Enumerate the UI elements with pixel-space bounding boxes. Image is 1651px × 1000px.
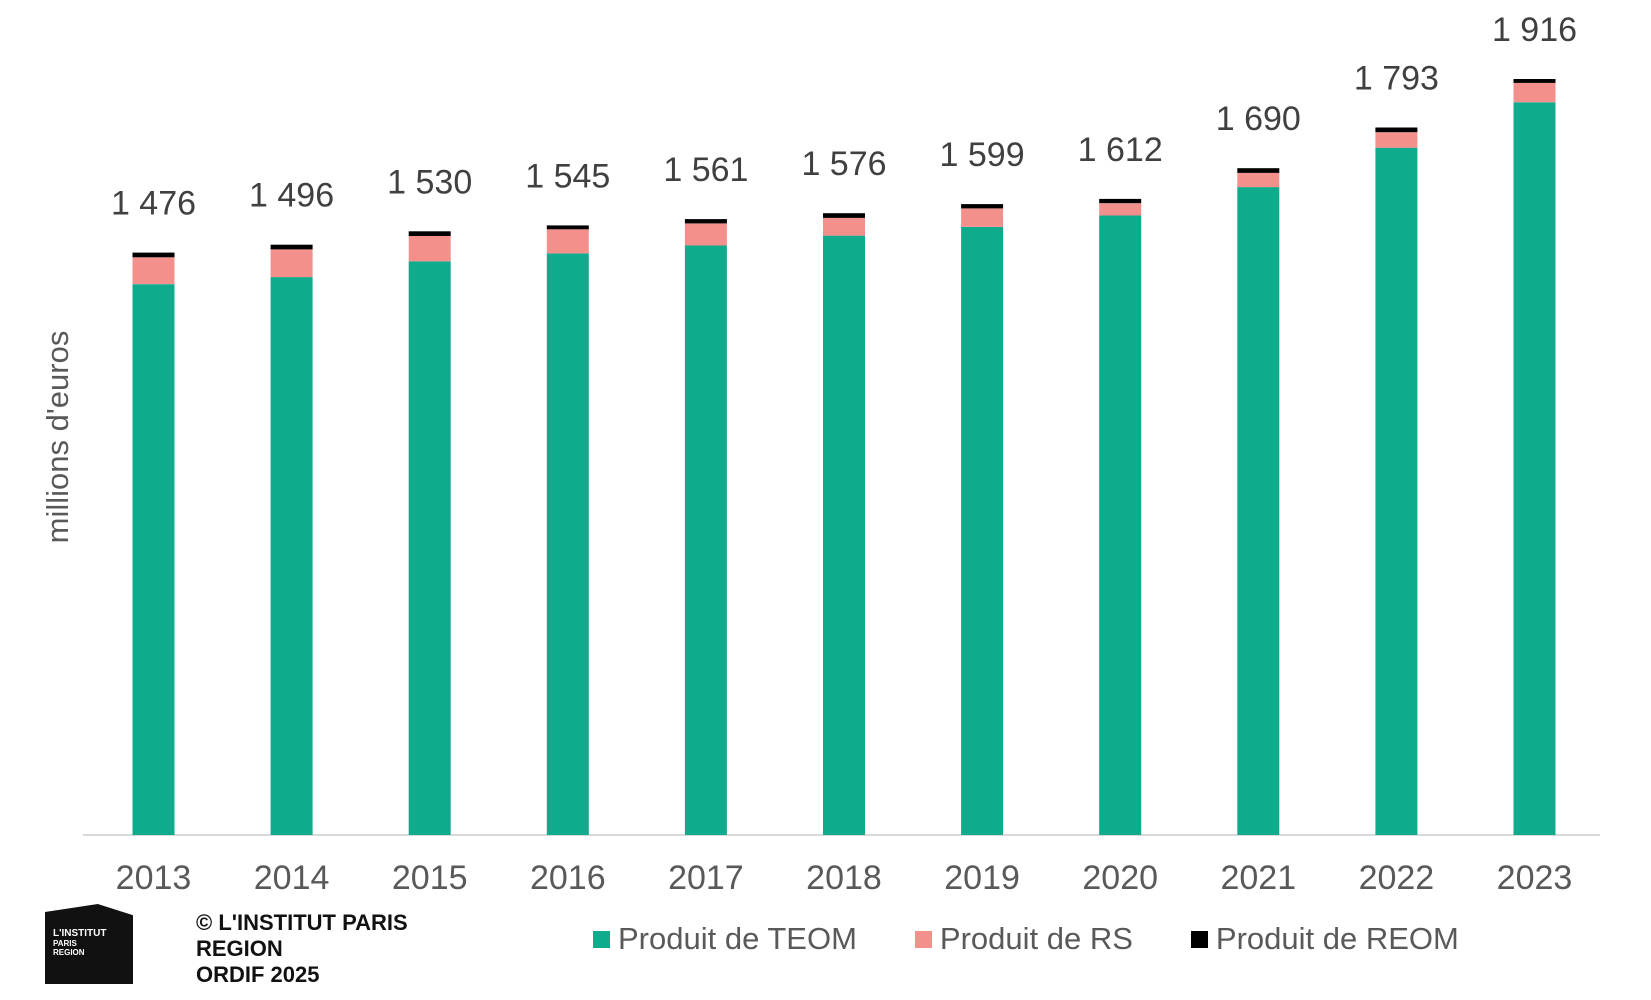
institut-logo: L'INSTITUT PARIS REGION [45, 904, 133, 984]
bar-produit-de-reom-2020 [1099, 198, 1142, 204]
credits: © L'INSTITUT PARIS REGION ORDIF 2025 [196, 910, 456, 988]
x-tick-label-2017: 2017 [668, 859, 744, 897]
legend-swatch-teom [593, 930, 610, 948]
legend-label-rs: Produit de RS [939, 921, 1133, 956]
legend-label-reom: Produit de REOM [1215, 921, 1459, 956]
x-tick-label-2014: 2014 [254, 859, 330, 897]
x-tick-label-2019: 2019 [944, 859, 1020, 897]
bar-produit-de-rs-2022 [1375, 132, 1418, 148]
bar-produit-de-teom-2013 [132, 284, 175, 835]
bar-produit-de-reom-2017 [684, 219, 727, 224]
bar-produit-de-reom-2018 [823, 213, 865, 218]
bar-produit-de-rs-2017 [684, 223, 727, 246]
bar-produit-de-reom-2013 [132, 252, 175, 258]
total-labels: 1 476 1 496 1 530 1 545 1 561 1 576 1 599 1 612… [111, 11, 1577, 223]
x-tick-labels: 2013 2014 2015 2016 2017 2018 2019 2020 2021 2022… [116, 859, 1573, 897]
logo-line-3: REGION [53, 948, 85, 957]
total-label-2022: 1 793 [1354, 60, 1439, 98]
bar-produit-de-teom-2021 [1237, 187, 1280, 836]
bar-produit-de-teom-2020 [1099, 215, 1142, 835]
bar-produit-de-rs-2013 [132, 257, 175, 285]
y-axis-label: millions d'euros [40, 331, 75, 544]
bar-produit-de-rs-2018 [823, 217, 865, 236]
total-label-2016: 1 545 [525, 157, 610, 195]
bar-produit-de-teom-2015 [408, 261, 451, 835]
total-label-2015: 1 530 [387, 163, 472, 201]
legend-item-teom: Produit de TEOM [593, 921, 857, 957]
legend-swatch-reom [1190, 930, 1208, 948]
x-tick-label-2022: 2022 [1359, 859, 1435, 897]
bar-produit-de-reom-2019 [961, 204, 1004, 209]
logo-line-2: PARIS [53, 939, 77, 948]
total-label-2020: 1 612 [1078, 131, 1163, 169]
credits-line-2: REGION [196, 936, 283, 961]
bar-produit-de-teom-2016 [546, 253, 589, 835]
total-label-2019: 1 599 [940, 136, 1025, 174]
bar-produit-de-rs-2020 [1099, 203, 1142, 216]
x-tick-label-2020: 2020 [1082, 859, 1158, 897]
total-label-2018: 1 576 [801, 145, 886, 183]
total-label-2023: 1 916 [1492, 11, 1577, 49]
legend-swatch-rs [914, 930, 932, 948]
legend: Produit de TEOM Produit de RS Produit de… [593, 921, 1459, 957]
bar-produit-de-rs-2023 [1513, 82, 1556, 103]
total-label-2014: 1 496 [249, 177, 334, 215]
logo-text: L'INSTITUT PARIS REGION [53, 928, 106, 957]
bar-produit-de-teom-2017 [684, 245, 727, 835]
bars-group [132, 79, 1556, 836]
bar-produit-de-teom-2014 [270, 277, 313, 836]
legend-item-rs: Produit de RS [914, 921, 1133, 957]
bar-produit-de-teom-2023 [1513, 102, 1556, 836]
x-tick-label-2023: 2023 [1497, 859, 1573, 897]
bar-produit-de-rs-2016 [546, 229, 589, 254]
bar-produit-de-reom-2023 [1513, 79, 1556, 83]
x-tick-label-2021: 2021 [1220, 859, 1296, 897]
legend-item-reom: Produit de REOM [1190, 921, 1459, 957]
total-label-2017: 1 561 [663, 151, 748, 189]
credits-line-1: © L'INSTITUT PARIS [196, 910, 408, 935]
credits-line-3: ORDIF 2025 [196, 962, 320, 987]
bar-produit-de-reom-2016 [546, 225, 589, 230]
bar-produit-de-reom-2014 [270, 244, 313, 250]
x-tick-label-2015: 2015 [392, 859, 468, 897]
x-tick-label-2016: 2016 [530, 859, 606, 897]
total-label-2021: 1 690 [1216, 100, 1301, 138]
bar-produit-de-rs-2019 [961, 208, 1004, 227]
bar-produit-de-rs-2021 [1237, 172, 1280, 188]
x-tick-label-2018: 2018 [806, 859, 882, 897]
bar-produit-de-teom-2022 [1375, 147, 1418, 835]
bar-produit-de-rs-2014 [270, 249, 313, 278]
bar-produit-de-teom-2019 [961, 227, 1004, 835]
bar-produit-de-reom-2021 [1237, 168, 1280, 173]
bar-produit-de-reom-2022 [1375, 127, 1418, 133]
x-tick-label-2013: 2013 [116, 859, 192, 897]
total-label-2013: 1 476 [111, 185, 196, 223]
bar-produit-de-teom-2018 [823, 235, 865, 836]
bar-produit-de-reom-2015 [408, 231, 451, 236]
bar-produit-de-rs-2015 [408, 236, 451, 262]
logo-line-1: L'INSTITUT [53, 928, 107, 939]
legend-label-teom: Produit de TEOM [618, 921, 857, 956]
